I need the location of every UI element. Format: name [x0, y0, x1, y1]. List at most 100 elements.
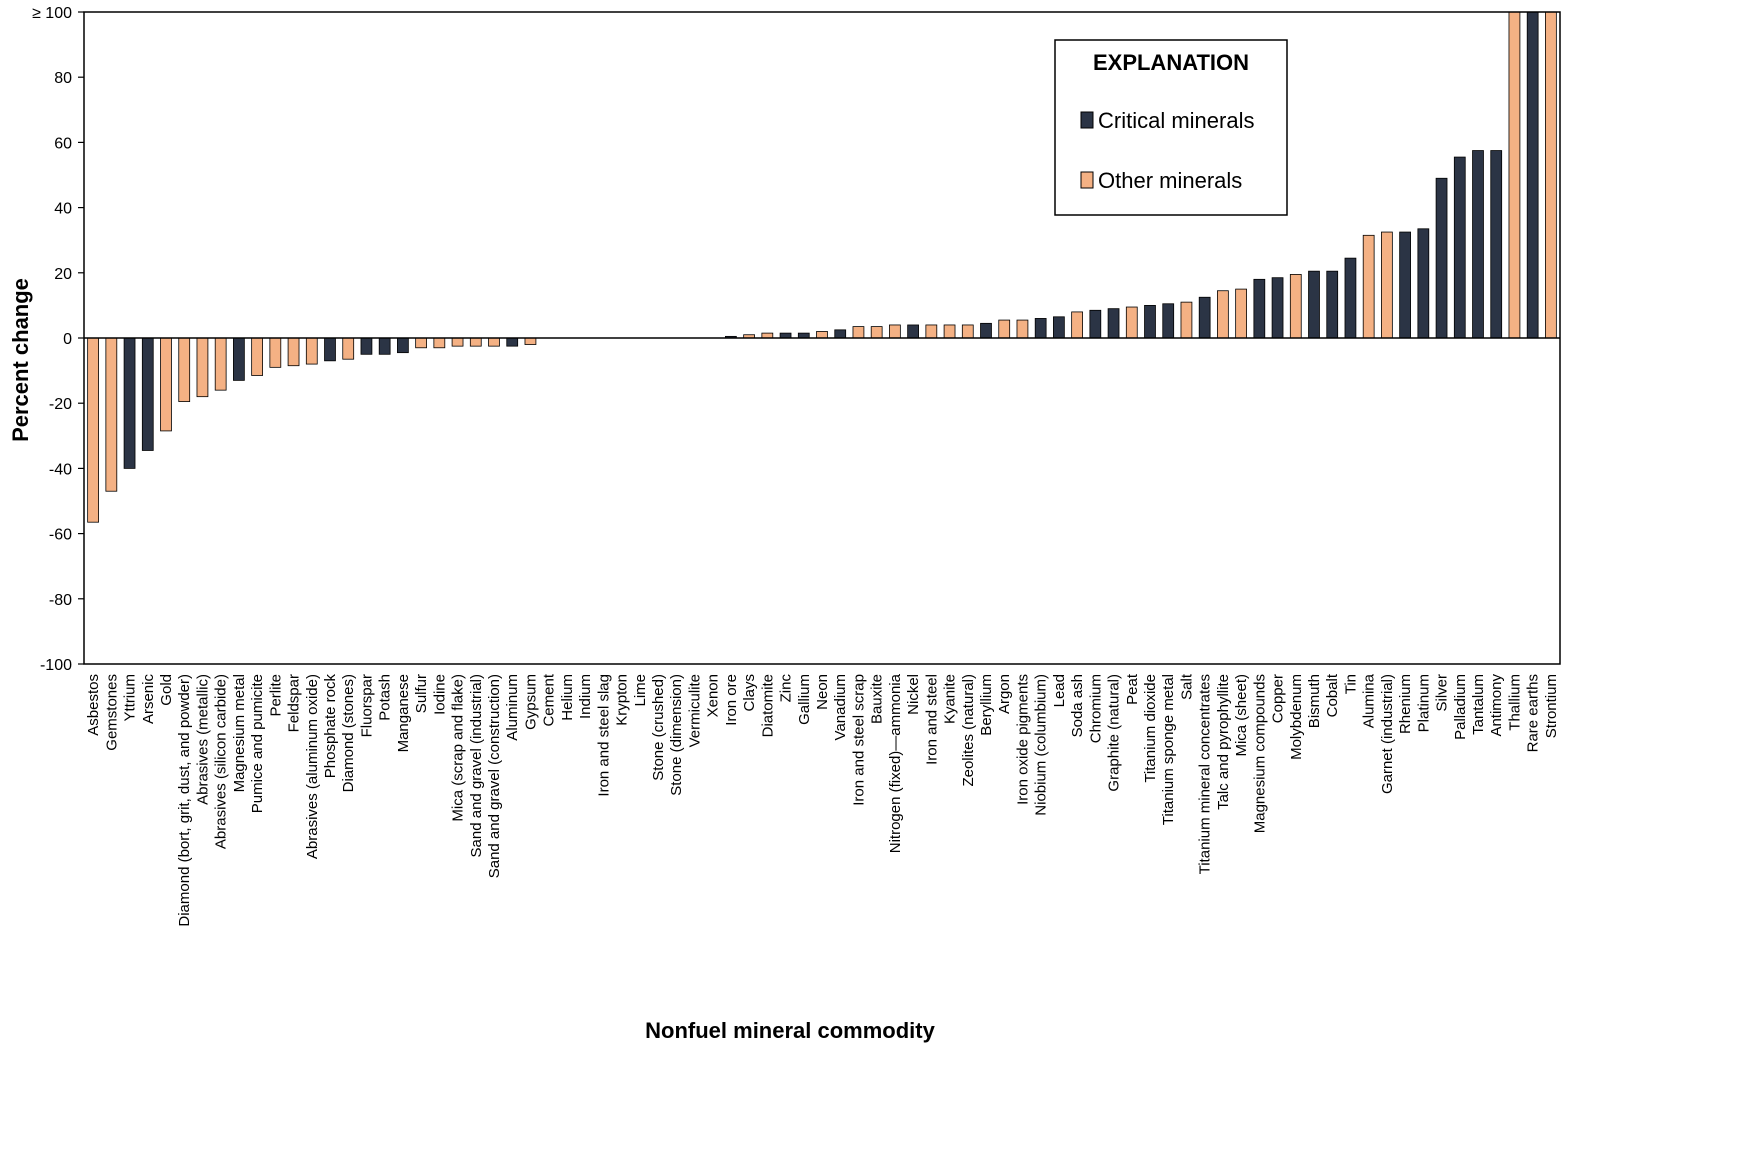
x-tick-label: Abrasives (silicon carbide): [213, 674, 230, 849]
x-tick-label: Cobalt: [1324, 673, 1341, 717]
bar-critical: [1453, 156, 1466, 339]
bar-other: [870, 326, 883, 339]
bar-other: [469, 337, 482, 347]
x-tick-label: Gallium: [796, 674, 813, 725]
bar-other: [269, 337, 282, 368]
x-tick-label: Palladium: [1452, 674, 1469, 740]
x-tick-label: Diatomite: [759, 674, 776, 737]
bar-critical: [506, 337, 519, 347]
x-tick-label: Pumice and pumicite: [249, 674, 266, 813]
bar-critical: [141, 337, 154, 451]
bar-critical: [378, 337, 391, 355]
x-tick-label: Iron and steel: [923, 674, 940, 765]
y-tick-label: 20: [54, 266, 72, 283]
x-tick-label: Bismuth: [1306, 674, 1323, 728]
x-tick-label: Clays: [741, 674, 758, 712]
y-tick-label: 40: [54, 201, 72, 218]
x-tick-label: Iodine: [431, 674, 448, 715]
y-tick-label: 0: [63, 331, 72, 348]
bar-other: [1362, 234, 1375, 339]
legend-label-other: Other minerals: [1098, 168, 1242, 193]
bar-critical: [1198, 296, 1211, 339]
x-tick-label: Beryllium: [978, 674, 995, 736]
x-tick-label: Sand and gravel (construction): [486, 674, 503, 878]
bar-critical: [1326, 270, 1339, 339]
x-tick-label: Potash: [377, 674, 394, 721]
x-tick-label: Argon: [996, 674, 1013, 714]
bar-other: [251, 337, 263, 376]
x-tick-label: Cement: [541, 673, 558, 726]
x-tick-label: Soda ash: [1069, 674, 1086, 737]
x-tick-label: Zinc: [778, 674, 795, 703]
x-tick-label: Iron ore: [723, 674, 740, 726]
x-tick-label: Rare earths: [1525, 674, 1542, 752]
bar-critical: [1526, 11, 1539, 339]
bar-other: [1016, 319, 1029, 339]
x-tick-label: Titanium dioxide: [1142, 674, 1159, 783]
x-tick-label: Niobium (columbium): [1033, 674, 1050, 816]
x-tick-label: Magnesium compounds: [1251, 674, 1268, 833]
x-tick-label: Titanium sponge metal: [1160, 674, 1177, 825]
bar-critical: [233, 337, 245, 381]
bar-other: [160, 337, 172, 432]
x-tick-label: Arsenic: [140, 674, 157, 725]
x-tick-label: Sulfur: [413, 674, 430, 713]
bars-group: [87, 11, 1557, 523]
x-tick-label: Tin: [1342, 674, 1359, 694]
bar-critical: [907, 324, 919, 339]
x-tick-label: Nickel: [905, 674, 922, 715]
y-tick-label: -80: [49, 592, 72, 609]
x-tick-label: Vanadium: [832, 674, 849, 740]
x-tick-label: Titanium mineral concentrates: [1197, 674, 1214, 874]
bar-critical: [1034, 318, 1047, 339]
bar-other: [105, 337, 118, 492]
bar-other: [943, 324, 956, 339]
x-tick-label: Aluminum: [504, 674, 521, 741]
bar-other: [196, 337, 209, 398]
x-tick-label: Strontium: [1543, 674, 1560, 738]
x-tick-label: Yttrium: [122, 674, 139, 722]
bar-other: [889, 324, 901, 339]
x-tick-label: Lead: [1051, 674, 1068, 707]
x-tick-label: Silver: [1434, 674, 1451, 712]
bar-other: [1508, 11, 1521, 339]
x-tick-label: Neon: [814, 674, 831, 710]
bar-other: [925, 324, 938, 339]
bar-other: [852, 326, 865, 339]
bar-other: [1180, 301, 1193, 339]
bar-other: [305, 337, 318, 365]
x-axis-title: Nonfuel mineral commodity: [645, 1018, 935, 1043]
legend-title: EXPLANATION: [1093, 50, 1249, 75]
bar-other: [816, 331, 828, 339]
bar-other: [1545, 11, 1557, 339]
bar-critical: [1417, 228, 1430, 339]
y-tick-label: 60: [54, 135, 72, 152]
bar-other: [488, 337, 500, 347]
bar-other: [451, 337, 464, 347]
x-tick-label: Asbestos: [85, 674, 102, 736]
bar-other: [524, 337, 537, 345]
x-tick-label: Vermiculite: [686, 674, 703, 747]
x-tick-label: Platinum: [1415, 674, 1432, 732]
legend: EXPLANATION Critical minerals Other mine…: [1054, 39, 1288, 216]
bar-other: [178, 337, 191, 402]
bar-other: [961, 324, 974, 339]
bar-other: [87, 337, 99, 523]
x-tick-label: Rhenium: [1397, 674, 1414, 734]
x-tick-label: Graphite (natural): [1106, 674, 1123, 792]
x-tick-label: Thallium: [1506, 674, 1523, 731]
y-tick-label: -60: [49, 527, 72, 544]
y-tick-label: -40: [49, 461, 72, 478]
bar-critical: [1271, 277, 1284, 339]
bar-critical: [1308, 270, 1320, 339]
bar-other: [1381, 231, 1393, 339]
x-tick-label: Mica (scrap and flake): [450, 674, 467, 822]
x-tick-label: Iron and steel scrap: [850, 674, 867, 806]
x-tick-label: Abrasives (metallic): [194, 674, 211, 805]
x-tick-label: Tantalum: [1470, 674, 1487, 735]
x-tick-label: Helium: [559, 674, 576, 721]
bar-critical: [1399, 231, 1411, 339]
bar-critical: [324, 337, 336, 362]
x-axis-labels: Asbestos Gemstones Yttrium Arsenic Gold Diamo…: [85, 673, 1560, 926]
x-tick-label: Gypsum: [522, 674, 539, 730]
